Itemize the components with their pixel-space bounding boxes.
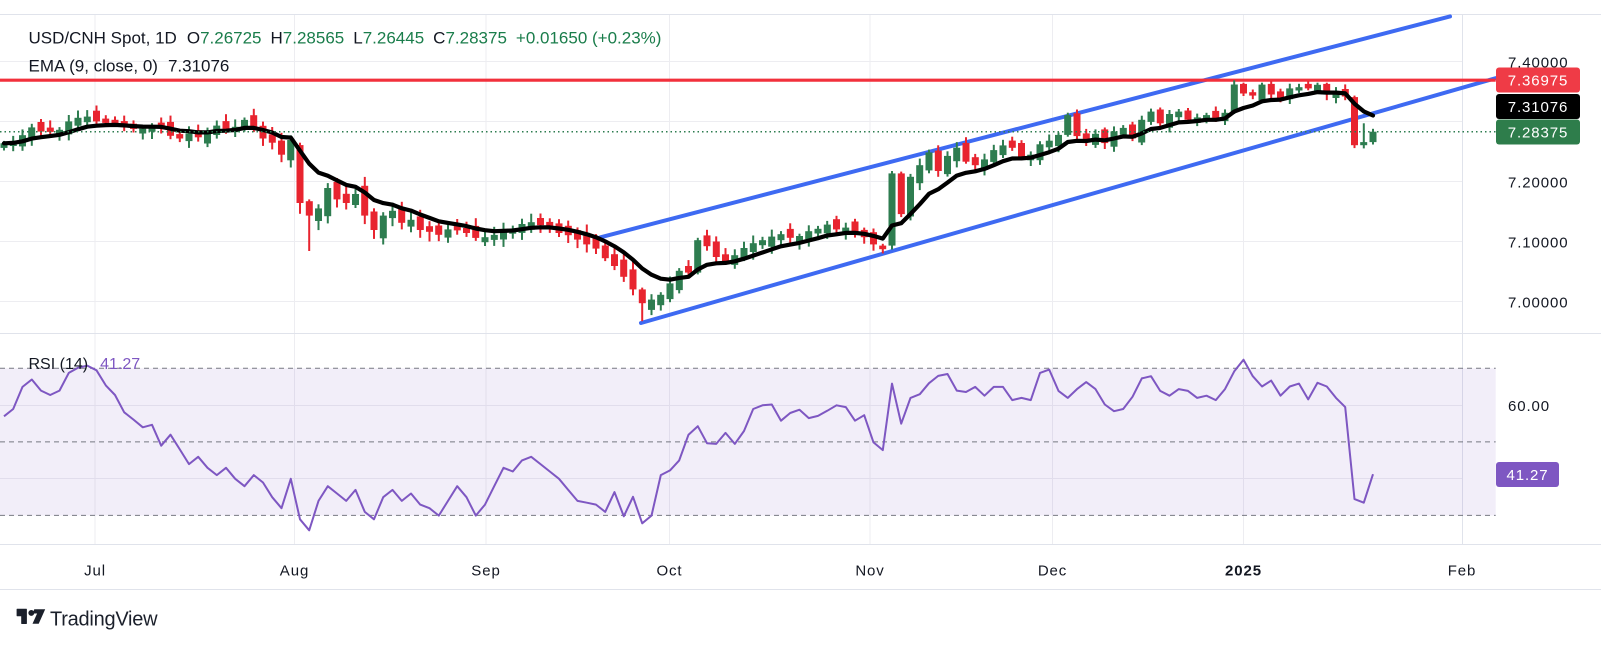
svg-text:Feb: Feb	[1448, 563, 1477, 580]
svg-text:41.27: 41.27	[1506, 467, 1548, 484]
svg-text:2025: 2025	[1225, 563, 1262, 580]
svg-text:60.00: 60.00	[1508, 398, 1550, 415]
svg-text:Sep: Sep	[471, 563, 500, 580]
svg-text:Nov: Nov	[855, 563, 884, 580]
svg-text:Aug: Aug	[280, 563, 309, 580]
svg-text:7.00000: 7.00000	[1508, 295, 1569, 312]
svg-text:7.28375: 7.28375	[1508, 125, 1569, 142]
svg-text:RSI (14)41.27: RSI (14) 41.27	[29, 356, 141, 373]
svg-text:7.10000: 7.10000	[1508, 235, 1569, 252]
svg-text:TradingView: TradingView	[50, 609, 158, 631]
svg-text:Jul: Jul	[84, 563, 106, 580]
svg-text:Oct: Oct	[656, 563, 682, 580]
svg-text:7.20000: 7.20000	[1508, 175, 1569, 192]
svg-text:7.36975: 7.36975	[1508, 73, 1569, 90]
svg-text:7.31076: 7.31076	[1508, 99, 1569, 116]
svg-text:EMA (9, close, 0)7.31076: EMA (9, close, 0) 7.31076	[29, 57, 230, 76]
svg-text:Dec: Dec	[1038, 563, 1067, 580]
svg-text:7.40000: 7.40000	[1508, 55, 1569, 72]
